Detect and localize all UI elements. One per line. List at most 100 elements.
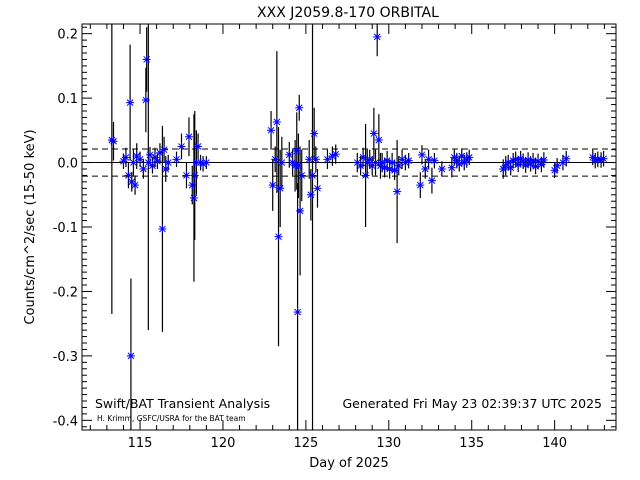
data-point — [293, 308, 302, 317]
data-point — [393, 187, 402, 196]
data-point — [139, 165, 148, 173]
data-point — [465, 153, 474, 162]
data-point — [124, 171, 133, 180]
data-point — [430, 156, 439, 165]
data-point — [142, 55, 151, 64]
data-point — [356, 161, 365, 170]
data-point — [190, 171, 199, 180]
data-point — [274, 232, 283, 241]
data-point — [296, 206, 305, 215]
data-point — [311, 155, 320, 164]
data-point — [599, 154, 608, 163]
data-point — [158, 224, 167, 233]
data-point — [359, 153, 368, 162]
data-point — [199, 159, 208, 168]
x-tick-label: 120 — [211, 436, 236, 451]
data-point — [297, 171, 306, 180]
data-point — [177, 142, 186, 151]
data-point — [308, 171, 317, 180]
x-axis-ticks: 115 120 125 130 135 140 — [89, 24, 605, 451]
credit-note: H. Krimm, GSFC/USRA for the BAT team — [97, 414, 246, 423]
data-point — [172, 155, 181, 164]
x-axis-label: Day of 2025 — [309, 456, 389, 471]
data-point — [164, 158, 173, 167]
data-point — [267, 126, 276, 135]
y-tick-label: 0.0 — [57, 157, 78, 172]
data-point — [447, 163, 456, 172]
data-point — [160, 145, 169, 154]
data-point — [129, 158, 138, 167]
data-point — [271, 155, 280, 164]
data-point — [292, 146, 301, 155]
data-point — [277, 158, 286, 167]
data-point — [188, 181, 197, 190]
data-point — [331, 150, 340, 159]
data-point — [126, 98, 135, 107]
data-point — [121, 153, 130, 162]
data-point — [310, 129, 319, 138]
data-point — [394, 161, 403, 170]
data-point — [455, 159, 464, 168]
data-point — [131, 181, 140, 190]
data-point — [417, 150, 426, 159]
data-point — [553, 161, 562, 170]
data-point — [353, 158, 362, 167]
y-tick-label: -0.1 — [53, 221, 78, 236]
data-point — [390, 166, 399, 175]
chart-title: XXX J2059.8-170 ORBITAL — [257, 5, 439, 21]
data-point — [424, 155, 433, 164]
data-point — [437, 165, 446, 173]
y-tick-label: -0.3 — [53, 350, 78, 365]
y-axis-ticks: -0.4 -0.3 -0.2 -0.1 0.0 0.1 0.2 — [53, 26, 616, 429]
data-point — [184, 132, 193, 141]
data-point — [404, 156, 413, 165]
x-tick-label: 125 — [293, 436, 318, 451]
analysis-note: Swift/BAT Transient Analysis — [95, 396, 270, 411]
data-point — [182, 171, 191, 180]
data-point — [374, 136, 383, 144]
data-point — [202, 158, 211, 167]
x-tick-label: 115 — [128, 436, 153, 451]
data-point — [155, 148, 164, 157]
data-point — [313, 184, 322, 193]
x-tick-label: 130 — [376, 436, 401, 451]
data-point — [276, 184, 285, 193]
data-point — [369, 129, 378, 138]
data-point — [371, 158, 380, 167]
data-point — [388, 158, 397, 167]
data-point — [136, 155, 145, 164]
generated-note: Generated Fri May 23 02:39:37 UTC 2025 — [342, 396, 602, 411]
data-point — [427, 176, 436, 185]
data-point — [109, 137, 118, 146]
data-point — [268, 181, 277, 190]
data-point — [272, 117, 281, 126]
data-point — [380, 163, 389, 172]
data-point — [189, 194, 198, 202]
data-point — [373, 32, 382, 41]
data-point — [562, 154, 571, 163]
data-point — [421, 165, 430, 173]
y-tick-label: 0.2 — [57, 28, 78, 43]
data-point — [385, 165, 394, 173]
y-tick-label: 0.1 — [57, 92, 78, 107]
data-point — [457, 152, 466, 161]
data-point — [365, 155, 374, 164]
x-tick-label: 135 — [459, 436, 484, 451]
data-point — [141, 96, 150, 105]
data-point — [323, 155, 332, 164]
y-axis-label: Counts/cm^2/sec (15-50 keV) — [23, 129, 38, 324]
data-point — [126, 351, 135, 360]
data-markers — [107, 32, 608, 360]
y-tick-label: -0.2 — [53, 285, 78, 300]
data-point — [416, 181, 425, 190]
data-point — [161, 165, 170, 173]
data-point — [294, 161, 303, 170]
data-point — [144, 158, 153, 167]
data-point — [153, 157, 162, 166]
data-point — [539, 155, 548, 164]
data-point — [361, 171, 370, 180]
y-tick-label: -0.4 — [53, 414, 78, 429]
data-point — [285, 150, 294, 159]
